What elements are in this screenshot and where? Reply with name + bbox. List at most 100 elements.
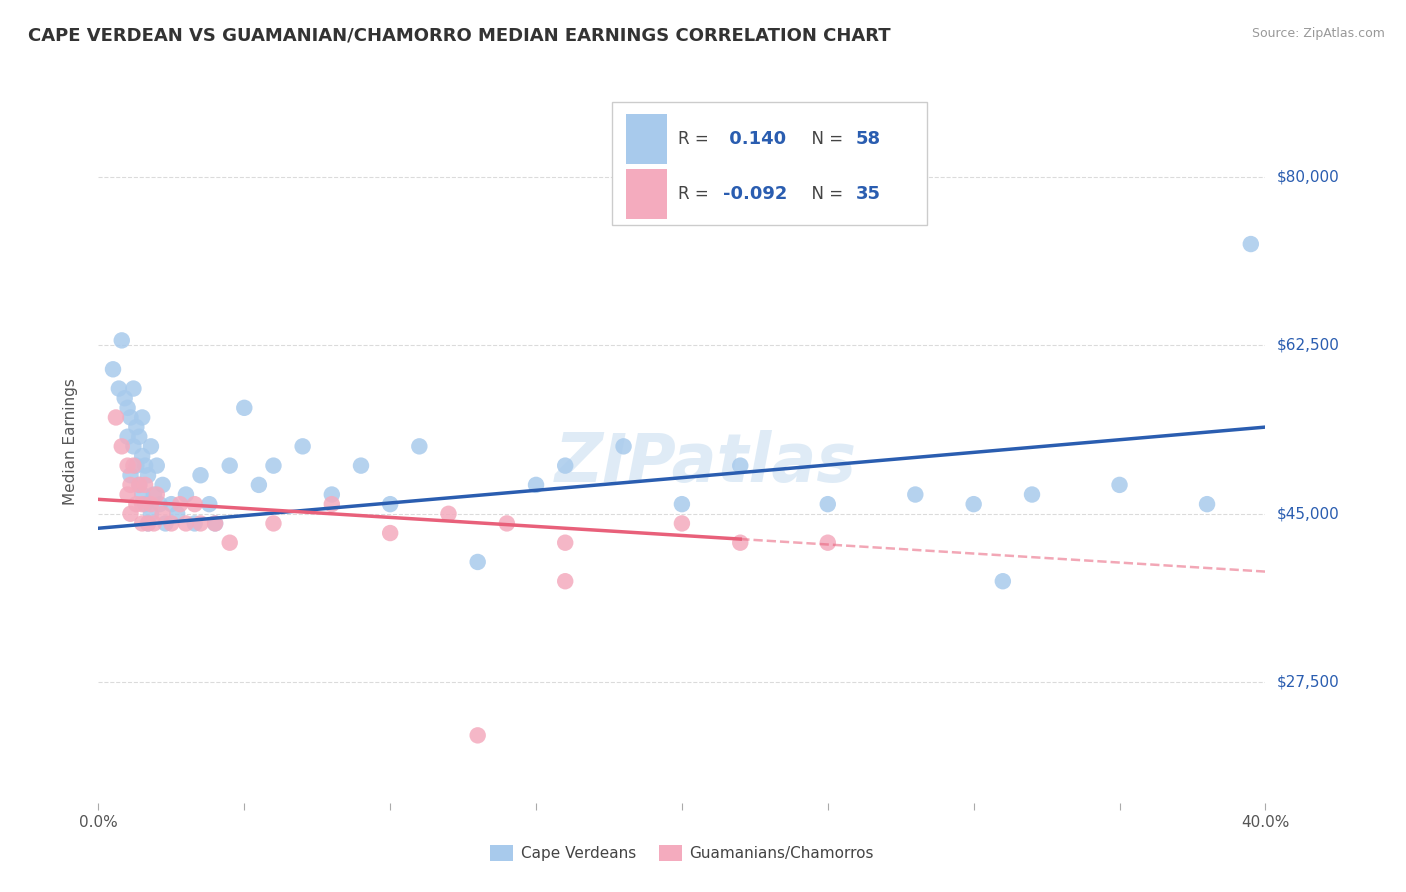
Point	[122, 382, 145, 396]
Text: 35: 35	[856, 185, 880, 203]
Point	[174, 487, 197, 501]
Point	[136, 468, 159, 483]
Point	[139, 439, 162, 453]
Point	[554, 458, 576, 473]
Point	[1195, 497, 1218, 511]
Point	[136, 516, 159, 531]
Point	[730, 458, 752, 473]
Point	[190, 468, 212, 483]
Point	[101, 362, 124, 376]
Text: 0.140: 0.140	[723, 130, 786, 148]
Point	[204, 516, 226, 531]
Point	[125, 497, 148, 511]
Point	[1108, 478, 1130, 492]
Point	[128, 430, 150, 444]
Text: CAPE VERDEAN VS GUAMANIAN/CHAMORRO MEDIAN EARNINGS CORRELATION CHART: CAPE VERDEAN VS GUAMANIAN/CHAMORRO MEDIA…	[28, 27, 891, 45]
Point	[142, 487, 165, 501]
Point	[467, 728, 489, 742]
Point	[134, 478, 156, 492]
Point	[962, 497, 984, 511]
Point	[233, 401, 256, 415]
Point	[262, 458, 284, 473]
Text: R =: R =	[679, 130, 714, 148]
Point	[131, 410, 153, 425]
Point	[128, 478, 150, 492]
Point	[120, 468, 142, 483]
Text: Source: ZipAtlas.com: Source: ZipAtlas.com	[1251, 27, 1385, 40]
Text: $45,000: $45,000	[1277, 507, 1340, 521]
Point	[321, 487, 343, 501]
Point	[131, 497, 153, 511]
Point	[554, 574, 576, 589]
Point	[152, 478, 174, 492]
Point	[160, 516, 183, 531]
Point	[136, 516, 159, 531]
Point	[125, 420, 148, 434]
Point	[991, 574, 1014, 589]
Point	[554, 535, 576, 549]
Point	[134, 497, 156, 511]
Point	[380, 497, 402, 511]
Point	[120, 478, 142, 492]
Point	[142, 516, 165, 531]
Point	[817, 497, 839, 511]
Bar	[626, 113, 666, 164]
Point	[612, 439, 634, 453]
Point	[408, 439, 430, 453]
Point	[108, 382, 131, 396]
Point	[146, 458, 169, 473]
Point	[730, 535, 752, 549]
FancyBboxPatch shape	[612, 102, 927, 225]
Point	[671, 497, 693, 511]
Point	[125, 458, 148, 473]
Point	[134, 458, 156, 473]
Point	[321, 497, 343, 511]
Point	[117, 487, 139, 501]
Point	[117, 401, 139, 415]
Point	[350, 458, 373, 473]
Text: R =: R =	[679, 185, 714, 203]
Point	[174, 516, 197, 531]
Point	[149, 497, 172, 511]
Point	[262, 516, 284, 531]
Point	[166, 507, 188, 521]
Point	[139, 507, 162, 521]
Point	[111, 439, 134, 453]
Text: -0.092: -0.092	[723, 185, 787, 203]
Text: $62,500: $62,500	[1277, 338, 1340, 352]
Text: $80,000: $80,000	[1277, 169, 1340, 184]
Point	[111, 334, 134, 348]
Legend: Cape Verdeans, Guamanians/Chamorros: Cape Verdeans, Guamanians/Chamorros	[484, 839, 880, 867]
Point	[117, 430, 139, 444]
Point	[524, 478, 547, 492]
Point	[169, 497, 191, 511]
Point	[183, 516, 205, 531]
Point	[496, 516, 519, 531]
Point	[904, 487, 927, 501]
Text: ZIPatlas: ZIPatlas	[554, 430, 856, 496]
Point	[291, 439, 314, 453]
Point	[183, 497, 205, 511]
Point	[146, 487, 169, 501]
Point	[120, 410, 142, 425]
Point	[1021, 487, 1043, 501]
Point	[152, 507, 174, 521]
Point	[437, 507, 460, 521]
Text: $27,500: $27,500	[1277, 675, 1340, 690]
Point	[131, 449, 153, 463]
Point	[122, 439, 145, 453]
Point	[131, 516, 153, 531]
Point	[104, 410, 127, 425]
Point	[198, 497, 221, 511]
Point	[467, 555, 489, 569]
Point	[218, 458, 240, 473]
Point	[218, 535, 240, 549]
Point	[114, 391, 136, 405]
Point	[817, 535, 839, 549]
Point	[204, 516, 226, 531]
Point	[120, 507, 142, 521]
Point	[117, 458, 139, 473]
Point	[190, 516, 212, 531]
Point	[160, 497, 183, 511]
Point	[155, 516, 177, 531]
